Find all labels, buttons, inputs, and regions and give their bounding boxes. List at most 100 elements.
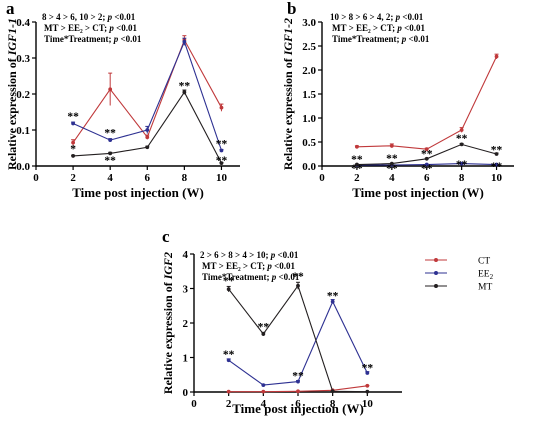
- x-axis-label: Time post injection (W): [72, 185, 204, 200]
- data-point-mt: [145, 145, 150, 150]
- data-point-ct: [108, 87, 113, 92]
- data-point-ct: [296, 389, 300, 394]
- y-tick-label: 0.0: [16, 161, 30, 173]
- data-point-mt: [296, 283, 300, 288]
- data-point-ct: [355, 144, 359, 149]
- x-tick-label: 0: [33, 172, 39, 184]
- y-tick-label: 1: [183, 352, 189, 364]
- significance-mark: **: [292, 271, 304, 283]
- panel-letter: a: [6, 0, 15, 18]
- data-point-ct: [261, 389, 266, 394]
- significance-mark: **: [327, 291, 339, 303]
- data-point-ee2: [296, 379, 300, 384]
- data-point-mt: [355, 162, 359, 167]
- y-tick-label: 1.5: [302, 89, 316, 101]
- y-tick-label: 0.4: [16, 17, 30, 29]
- data-point-mt: [261, 332, 266, 336]
- legend-label: CT: [478, 256, 490, 266]
- data-point-ct: [365, 383, 370, 388]
- stats-line: Time*Treatment; p <0.01: [44, 34, 142, 44]
- stats-line: MT > EE₂ > CT; p <0.01: [202, 261, 296, 271]
- data-point-ee2: [226, 358, 231, 363]
- x-tick-label: 10: [491, 172, 503, 184]
- data-point-ee2: [261, 383, 266, 387]
- data-point-mt: [494, 152, 499, 156]
- y-tick-label: 3: [183, 283, 189, 295]
- data-point-ct: [145, 135, 150, 140]
- data-point-ct: [226, 389, 231, 394]
- stats-line: MT > EE₂ > CT; p <0.01: [332, 23, 426, 33]
- y-tick-label: 0.2: [16, 89, 30, 101]
- x-tick-label: 0: [191, 398, 197, 410]
- data-point-ee2: [365, 371, 370, 375]
- series-line-ct: [356, 56, 497, 150]
- data-point-ee2: [145, 128, 150, 132]
- significance-mark: **: [104, 127, 116, 139]
- y-tick-label: 0.1: [16, 125, 30, 137]
- data-point-ee2: [71, 121, 75, 126]
- x-tick-label: 4: [261, 398, 267, 410]
- x-tick-label: 6: [295, 398, 301, 410]
- significance-mark: **: [258, 322, 270, 334]
- x-tick-label: 8: [459, 172, 465, 184]
- significance-mark: *: [70, 143, 76, 155]
- x-tick-label: 8: [182, 172, 188, 184]
- y-axis-label: Relative expression of IGF2: [161, 252, 175, 394]
- y-tick-label: 0.5: [302, 137, 316, 149]
- stats-line: 2 > 6 > 8 > 4 > 10; p <0.01: [200, 250, 299, 260]
- significance-mark: **: [491, 145, 503, 157]
- significance-mark: **: [456, 133, 468, 145]
- x-axis-label: Time post injection (W): [232, 401, 364, 416]
- significance-mark: **: [456, 159, 468, 171]
- data-point-ct: [71, 140, 75, 145]
- significance-mark: **: [223, 275, 235, 287]
- legend-swatch-point: [434, 258, 438, 262]
- legend-label: EE2: [478, 269, 494, 281]
- x-tick-label: 4: [389, 172, 395, 184]
- x-tick-label: 4: [107, 172, 113, 184]
- significance-mark: **: [386, 163, 398, 175]
- data-point-ct: [494, 54, 499, 59]
- panel-b: b 0 2 4 6 8 10 0.0 0.5 1.0 1.5 2.0 2.5 3.0 Time post i…: [281, 0, 514, 200]
- significance-mark: **: [351, 163, 363, 175]
- y-tick-label: 2.5: [302, 41, 316, 53]
- stats-line: Time*Treatment; p <0.01: [332, 34, 430, 44]
- data-point-ee2: [424, 162, 429, 167]
- x-tick-label: 6: [424, 172, 430, 184]
- stats-line: MT > EE₂ > CT; p <0.01: [44, 23, 138, 33]
- panel-letter: b: [287, 0, 296, 18]
- y-tick-label: 0.0: [302, 161, 316, 173]
- data-point-ee2: [182, 39, 187, 44]
- data-point-ct: [459, 128, 464, 132]
- data-point-ee2: [494, 162, 499, 167]
- y-tick-label: 4: [183, 249, 189, 261]
- x-tick-label: 2: [226, 398, 232, 410]
- legend-swatch-point: [434, 271, 438, 275]
- panel-letter: c: [162, 227, 170, 246]
- significance-mark: **: [421, 163, 433, 175]
- x-tick-label: 10: [216, 172, 228, 184]
- x-tick-label: 6: [145, 172, 151, 184]
- significance-mark: **: [362, 362, 374, 374]
- significance-mark: **: [386, 153, 398, 165]
- significance-mark: **: [421, 148, 433, 160]
- legend-label: MT: [478, 282, 492, 292]
- x-tick-label: 0: [319, 172, 325, 184]
- data-point-mt: [459, 142, 464, 147]
- significance-mark: **: [179, 81, 191, 93]
- stats-line: 8 > 4 > 6, 10 > 2; p <0.01: [42, 12, 136, 22]
- stats-line: 10 > 8 > 6 > 4, 2; p <0.01: [330, 12, 424, 22]
- series-line-ee2: [72, 40, 223, 151]
- x-tick-label: 8: [330, 398, 336, 410]
- y-tick-label: 3.0: [302, 17, 316, 29]
- data-point-mt: [219, 161, 224, 166]
- x-tick-label: 2: [354, 172, 360, 184]
- legend-swatch-point: [434, 284, 438, 288]
- stats-line: Time*Treatment; p <0.01: [202, 272, 300, 282]
- data-point-ee2: [459, 161, 464, 166]
- data-point-ee2: [330, 299, 335, 304]
